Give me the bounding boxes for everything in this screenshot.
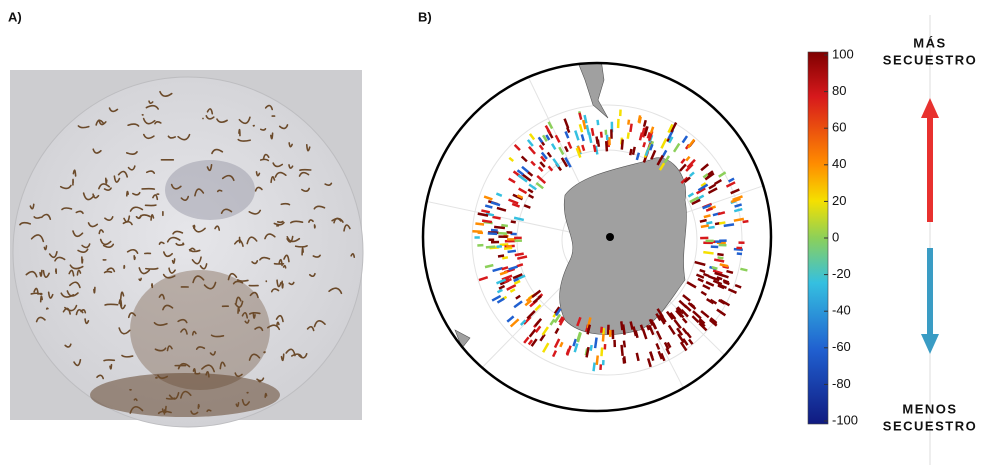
panel-label: A) (8, 9, 22, 24)
data-dash (617, 119, 620, 128)
colorbar-tick-label: 80 (832, 83, 846, 98)
data-dash (496, 245, 502, 248)
data-dash (606, 135, 609, 141)
data-dash (488, 232, 498, 235)
data-dash (488, 238, 494, 241)
annotation: SECUESTRO (883, 52, 977, 67)
worm (167, 398, 175, 399)
worm (47, 308, 48, 309)
worm (195, 373, 199, 374)
annotation: SECUESTRO (883, 418, 977, 433)
data-dash (602, 360, 605, 365)
colorbar-tick-label: 40 (832, 156, 846, 171)
data-dash (738, 241, 744, 244)
data-dash (604, 344, 607, 350)
data-dash (506, 245, 512, 248)
worm (146, 268, 158, 269)
colorbar-tick-label: -60 (832, 339, 851, 354)
data-dash (498, 232, 507, 235)
arrow-up (921, 98, 939, 222)
data-dash (706, 240, 714, 243)
data-dash (599, 364, 602, 370)
data-dash (474, 236, 479, 239)
data-dash (711, 245, 719, 248)
colorbar-tick-label: -100 (832, 412, 858, 427)
data-dash (719, 244, 727, 247)
worm (315, 225, 316, 228)
data-dash (609, 330, 612, 337)
data-dash (736, 247, 742, 250)
annotation: MENOS (902, 401, 957, 416)
colorbar-tick-label: 20 (832, 193, 846, 208)
worm (134, 256, 135, 260)
data-dash (612, 330, 615, 339)
data-dash (506, 231, 512, 234)
worm (82, 257, 83, 263)
colorbar-tick-label: -20 (832, 266, 851, 281)
colorbar-tick-label: 60 (832, 120, 846, 135)
data-dash (514, 237, 522, 240)
arrow-down (921, 248, 939, 354)
worm (282, 281, 283, 287)
worm (183, 243, 184, 245)
data-dash (515, 239, 522, 242)
colorbar-tick-label: -80 (832, 376, 851, 391)
worm (104, 360, 114, 361)
data-dash (491, 241, 499, 244)
colorbar-tick-label: -40 (832, 303, 851, 318)
data-dash (477, 244, 483, 247)
data-dash (604, 130, 607, 135)
data-dash (608, 137, 611, 145)
annotation: MÁS (913, 35, 946, 50)
data-dash (613, 340, 616, 347)
map (420, 52, 780, 420)
data-dash (619, 110, 622, 117)
data-dash (719, 239, 727, 242)
worm (198, 405, 199, 408)
data-dash (737, 252, 742, 255)
panel-label: B) (418, 9, 432, 24)
colorbar-tick-label: 100 (832, 46, 854, 61)
data-dash (498, 235, 507, 238)
worm (278, 221, 283, 222)
figure: A) B) 100 80 60 40 20 0 -20 -40 -60 -80 -100 MÁS (0, 0, 990, 468)
data-dash (700, 237, 708, 240)
colorbar-tick-label: 0 (832, 229, 839, 244)
worm (264, 352, 265, 353)
worm (105, 304, 118, 305)
photo (10, 70, 363, 427)
